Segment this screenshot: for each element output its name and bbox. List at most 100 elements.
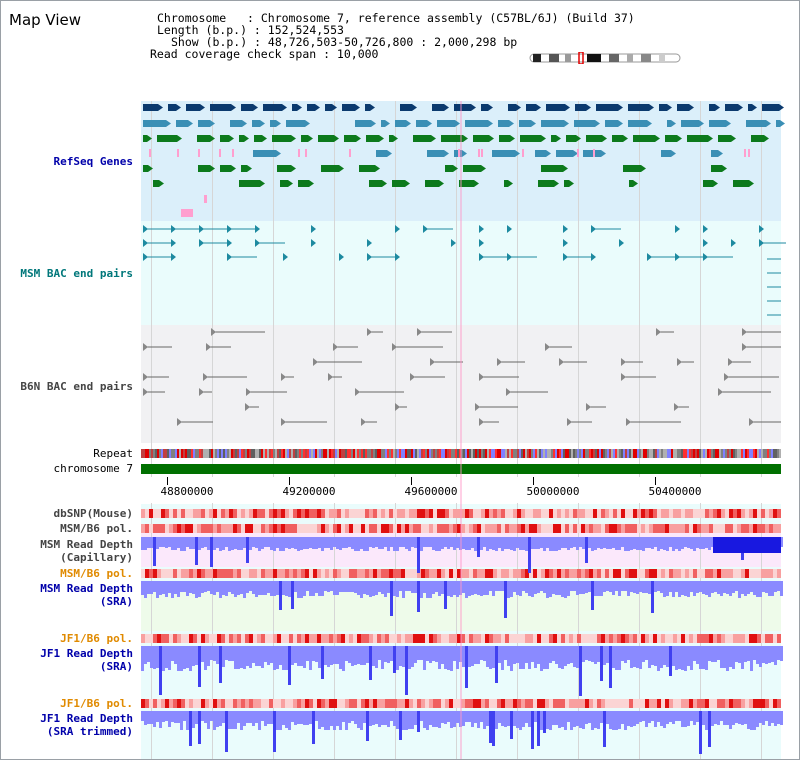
gene-arrow[interactable]	[546, 150, 551, 157]
read-depth-bar[interactable]	[201, 537, 204, 548]
polymorphism-cell[interactable]	[169, 699, 173, 708]
read-depth-bar[interactable]	[741, 646, 744, 669]
polymorphism-cell[interactable]	[225, 524, 229, 533]
read-depth-bar[interactable]	[201, 581, 204, 593]
polymorphism-cell[interactable]	[697, 509, 701, 518]
read-depth-bar[interactable]	[486, 581, 489, 595]
refseq-mark[interactable]	[478, 149, 480, 157]
polymorphism-cell[interactable]	[485, 524, 489, 533]
polymorphism-cell[interactable]	[253, 524, 257, 533]
read-depth-bar[interactable]	[585, 581, 588, 593]
polymorphism-cell[interactable]	[465, 524, 469, 533]
bac-end[interactable]	[339, 253, 344, 261]
polymorphism-cell[interactable]	[285, 699, 289, 708]
gene-arrow[interactable]	[288, 180, 293, 187]
read-depth-bar[interactable]	[324, 646, 327, 665]
polymorphism-cell[interactable]	[753, 699, 757, 708]
read-depth-bar[interactable]	[537, 646, 540, 664]
gene-exon[interactable]	[143, 165, 148, 172]
polymorphism-cell[interactable]	[477, 509, 481, 518]
polymorphism-cell[interactable]	[237, 634, 241, 643]
read-depth-bar[interactable]	[594, 711, 597, 728]
bac-end[interactable]	[395, 403, 400, 411]
read-depth-bar[interactable]	[201, 646, 204, 662]
read-depth-bar[interactable]	[219, 581, 222, 598]
polymorphism-cell[interactable]	[765, 569, 769, 578]
polymorphism-cell[interactable]	[333, 634, 337, 643]
polymorphism-cell[interactable]	[709, 699, 713, 708]
read-depth-bar[interactable]	[597, 646, 600, 662]
polymorphism-cell[interactable]	[477, 524, 481, 533]
polymorphism-cell[interactable]	[537, 509, 541, 518]
read-depth-bar[interactable]	[591, 581, 594, 610]
polymorphism-cell[interactable]	[585, 509, 589, 518]
polymorphism-cell[interactable]	[237, 699, 241, 708]
read-depth-bar[interactable]	[567, 711, 570, 722]
read-depth-bar[interactable]	[681, 711, 684, 727]
polymorphism-cell[interactable]	[733, 524, 737, 533]
read-depth-bar[interactable]	[465, 646, 468, 688]
polymorphism-cell[interactable]	[521, 524, 525, 533]
read-depth-bar[interactable]	[780, 646, 783, 661]
polymorphism-cell[interactable]	[253, 509, 257, 518]
polymorphism-cell[interactable]	[673, 509, 677, 518]
polymorphism-cell[interactable]	[241, 699, 245, 708]
polymorphism-cell[interactable]	[613, 524, 617, 533]
read-depth-bar[interactable]	[576, 711, 579, 726]
b6n-bac-track[interactable]	[141, 325, 781, 443]
read-depth-bar[interactable]	[231, 646, 234, 661]
gene-arrow[interactable]	[563, 165, 568, 172]
polymorphism-cell[interactable]	[573, 509, 577, 518]
polymorphism-cell[interactable]	[725, 699, 729, 708]
polymorphism-cell[interactable]	[593, 524, 597, 533]
polymorphism-cell[interactable]	[761, 509, 765, 518]
polymorphism-cell[interactable]	[429, 509, 433, 518]
polymorphism-cell[interactable]	[361, 509, 365, 518]
read-depth-bar[interactable]	[270, 581, 273, 596]
read-depth-bar[interactable]	[279, 711, 282, 730]
polymorphism-cell[interactable]	[621, 569, 625, 578]
polymorphism-cell[interactable]	[645, 569, 649, 578]
read-depth-bar[interactable]	[282, 646, 285, 670]
read-depth-bar[interactable]	[660, 581, 663, 593]
polymorphism-cell[interactable]	[373, 699, 377, 708]
polymorphism-cell[interactable]	[669, 509, 673, 518]
gene-exon[interactable]	[751, 135, 764, 142]
read-depth-bar[interactable]	[639, 537, 642, 550]
read-depth-bar[interactable]	[252, 646, 255, 663]
bac-end[interactable]	[283, 253, 288, 261]
polymorphism-cell[interactable]	[301, 509, 305, 518]
polymorphism-cell[interactable]	[329, 634, 333, 643]
read-depth-bar[interactable]	[636, 537, 639, 550]
polymorphism-cell[interactable]	[741, 699, 745, 708]
polymorphism-cell[interactable]	[541, 569, 545, 578]
read-depth-bar[interactable]	[234, 537, 237, 549]
gene-arrow[interactable]	[297, 104, 302, 111]
polymorphism-cell[interactable]	[557, 524, 561, 533]
polymorphism-cell[interactable]	[461, 699, 465, 708]
gene-arrow[interactable]	[453, 165, 458, 172]
read-depth-bar[interactable]	[243, 646, 246, 669]
read-depth-bar[interactable]	[294, 537, 297, 549]
polymorphism-cell[interactable]	[741, 524, 745, 533]
read-depth-bar[interactable]	[588, 711, 591, 723]
gene-arrow[interactable]	[510, 135, 515, 142]
polymorphism-cell[interactable]	[213, 634, 217, 643]
read-depth-bar[interactable]	[225, 581, 228, 596]
bac-end[interactable]	[417, 328, 422, 336]
read-depth-bar[interactable]	[603, 646, 606, 665]
bac-end[interactable]	[703, 253, 708, 261]
read-depth-bar[interactable]	[405, 711, 408, 730]
read-depth-bar[interactable]	[615, 646, 618, 670]
read-depth-bar[interactable]	[672, 711, 675, 724]
polymorphism-cell[interactable]	[157, 634, 161, 643]
read-depth-bar[interactable]	[699, 537, 702, 549]
gene-exon[interactable]	[551, 135, 556, 142]
read-depth-bar[interactable]	[732, 646, 735, 669]
read-depth-bar[interactable]	[348, 537, 351, 547]
gene-exon[interactable]	[318, 135, 334, 142]
polymorphism-cell[interactable]	[509, 699, 513, 708]
polymorphism-cell[interactable]	[505, 509, 509, 518]
read-depth-bar[interactable]	[762, 581, 765, 592]
